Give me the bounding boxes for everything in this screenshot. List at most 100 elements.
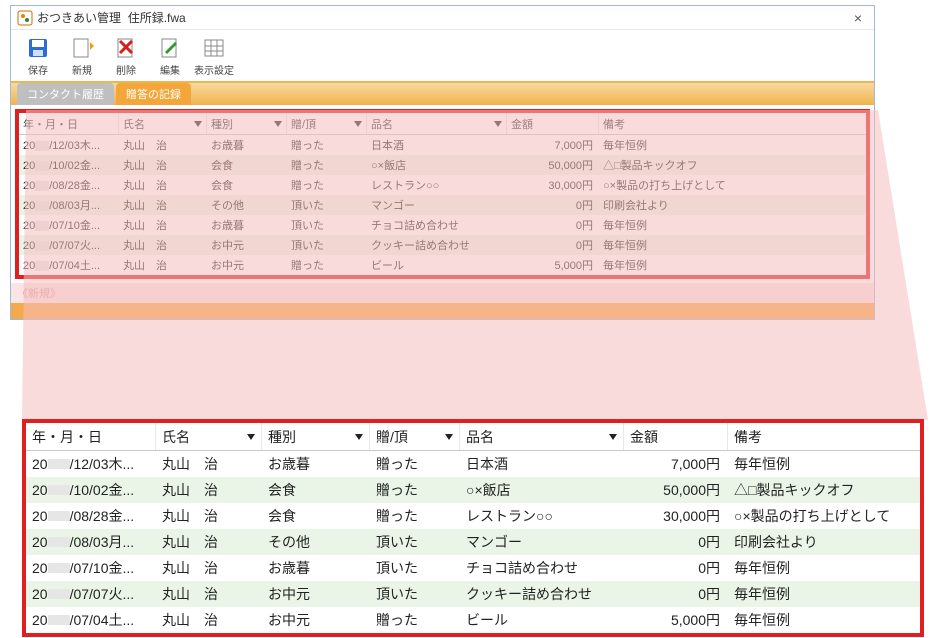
delete-button[interactable]: 削除 (105, 34, 147, 79)
filter-icon[interactable] (274, 121, 282, 127)
col-amount[interactable]: 金額 (507, 113, 599, 134)
cell-item: マンゴー (367, 197, 507, 213)
col-dir[interactable]: 贈/頂 (287, 113, 367, 134)
cell-name: 丸山 治 (119, 157, 207, 173)
filter-icon[interactable] (445, 434, 453, 440)
cell-amount: 0円 (507, 197, 599, 213)
new-button[interactable]: 新規 (61, 34, 103, 79)
table-row[interactable]: 20/07/10金...丸山 治お歳暮頂いたチョコ詰め合わせ0円毎年恒例 (26, 555, 920, 581)
col-name[interactable]: 氏名 (119, 113, 207, 134)
app-icon (17, 10, 33, 26)
zcol-amount[interactable]: 金額 (624, 423, 728, 450)
cell-amount: 7,000円 (507, 137, 599, 153)
grid-icon (200, 36, 228, 60)
table-row[interactable]: 20/12/03木...丸山 治お歳暮贈った日本酒7,000円毎年恒例 (26, 451, 920, 477)
tabstrip: コンタクト履歴 贈答の記録 (11, 83, 874, 105)
cell-date: 20/08/03月... (19, 197, 119, 213)
zcol-name[interactable]: 氏名 (156, 423, 262, 450)
cell-item: レストラン○○ (460, 503, 624, 529)
cell-amount: 30,000円 (507, 177, 599, 193)
cell-note: 毎年恒例 (728, 581, 920, 607)
col-date[interactable]: 年・月・日 (19, 113, 119, 134)
cell-item: ビール (367, 257, 507, 273)
edit-button[interactable]: 編集 (149, 34, 191, 79)
cell-dir: 頂いた (370, 581, 460, 607)
cell-amount: 50,000円 (624, 477, 728, 503)
zcol-date[interactable]: 年・月・日 (26, 423, 156, 450)
table-row[interactable]: 20/10/02金...丸山 治会食贈った○×飯店50,000円△□製品キックオ… (19, 155, 866, 175)
zcol-item[interactable]: 品名 (460, 423, 624, 450)
cell-type: 会食 (262, 503, 370, 529)
table-row[interactable]: 20/08/28金...丸山 治会食贈ったレストラン○○30,000円○×製品の… (26, 503, 920, 529)
filter-icon[interactable] (354, 121, 362, 127)
filter-icon[interactable] (494, 121, 502, 127)
table-row[interactable]: 20/07/04土...丸山 治お中元贈ったビール5,000円毎年恒例 (19, 255, 866, 275)
save-icon (24, 36, 52, 60)
cell-item: ○×飯店 (460, 477, 624, 503)
cell-dir: 頂いた (287, 217, 367, 233)
save-button[interactable]: 保存 (17, 34, 59, 79)
table-row[interactable]: 20/08/03月...丸山 治その他頂いたマンゴー0円印刷会社より (19, 195, 866, 215)
table-row[interactable]: 20/12/03木...丸山 治お歳暮贈った日本酒7,000円毎年恒例 (19, 135, 866, 155)
cell-note: 毎年恒例 (728, 607, 920, 633)
edit-label: 編集 (160, 66, 180, 77)
filter-icon[interactable] (355, 434, 363, 440)
cell-name: 丸山 治 (156, 581, 262, 607)
new-icon (68, 36, 96, 60)
cell-date: 20/12/03木... (26, 451, 156, 477)
table-row[interactable]: 20/08/03月...丸山 治その他頂いたマンゴー0円印刷会社より (26, 529, 920, 555)
col-note[interactable]: 備考 (599, 113, 866, 134)
col-type[interactable]: 種別 (207, 113, 287, 134)
cell-date: 20/10/02金... (26, 477, 156, 503)
cell-item: マンゴー (460, 529, 624, 555)
cell-dir: 贈った (287, 177, 367, 193)
cell-item: クッキー詰め合わせ (367, 237, 507, 253)
table-row[interactable]: 20/07/10金...丸山 治お歳暮頂いたチョコ詰め合わせ0円毎年恒例 (19, 215, 866, 235)
new-row[interactable]: 《新規》 (11, 283, 874, 303)
cell-note: ○×製品の打ち上げとして (728, 503, 920, 529)
cell-note: 毎年恒例 (599, 137, 866, 153)
cell-dir: 贈った (287, 137, 367, 153)
cell-name: 丸山 治 (119, 137, 207, 153)
table-row[interactable]: 20/10/02金...丸山 治会食贈った○×飯店50,000円△□製品キックオ… (26, 477, 920, 503)
cell-date: 20/08/03月... (26, 529, 156, 555)
filter-icon[interactable] (247, 434, 255, 440)
cell-note: ○×製品の打ち上げとして (599, 177, 866, 193)
cell-amount: 0円 (624, 529, 728, 555)
filter-icon[interactable] (194, 121, 202, 127)
close-button[interactable]: × (848, 10, 868, 26)
zcol-note[interactable]: 備考 (728, 423, 920, 450)
cell-type: その他 (207, 197, 287, 213)
cell-amount: 50,000円 (507, 157, 599, 173)
cell-note: △□製品キックオフ (728, 477, 920, 503)
zcol-dir[interactable]: 贈/頂 (370, 423, 460, 450)
cell-name: 丸山 治 (119, 237, 207, 253)
cell-name: 丸山 治 (119, 217, 207, 233)
tab-contact-history[interactable]: コンタクト履歴 (17, 83, 114, 105)
cell-amount: 0円 (624, 581, 728, 607)
table-row[interactable]: 20/07/07火...丸山 治お中元頂いたクッキー詰め合わせ0円毎年恒例 (19, 235, 866, 255)
cell-date: 20/07/10金... (19, 217, 119, 233)
zcol-type[interactable]: 種別 (262, 423, 370, 450)
cell-note: 毎年恒例 (599, 237, 866, 253)
table-row[interactable]: 20/08/28金...丸山 治会食贈ったレストラン○○30,000円○×製品の… (19, 175, 866, 195)
cell-item: チョコ詰め合わせ (460, 555, 624, 581)
view-settings-button[interactable]: 表示設定 (193, 34, 235, 79)
cell-type: 会食 (207, 157, 287, 173)
cell-dir: 頂いた (287, 237, 367, 253)
cell-dir: 頂いた (370, 529, 460, 555)
cell-item: 日本酒 (460, 451, 624, 477)
cell-date: 20/08/28金... (19, 177, 119, 193)
col-item[interactable]: 品名 (367, 113, 507, 134)
filter-icon[interactable] (609, 434, 617, 440)
tab-gift-record[interactable]: 贈答の記録 (116, 83, 191, 105)
table-row[interactable]: 20/07/04土...丸山 治お中元贈ったビール5,000円毎年恒例 (26, 607, 920, 633)
cell-dir: 贈った (370, 477, 460, 503)
cell-item: レストラン○○ (367, 177, 507, 193)
cell-type: お中元 (207, 257, 287, 273)
table-row[interactable]: 20/07/07火...丸山 治お中元頂いたクッキー詰め合わせ0円毎年恒例 (26, 581, 920, 607)
cell-name: 丸山 治 (119, 177, 207, 193)
cell-note: △□製品キックオフ (599, 157, 866, 173)
cell-date: 20/07/04土... (26, 607, 156, 633)
cell-amount: 0円 (507, 217, 599, 233)
